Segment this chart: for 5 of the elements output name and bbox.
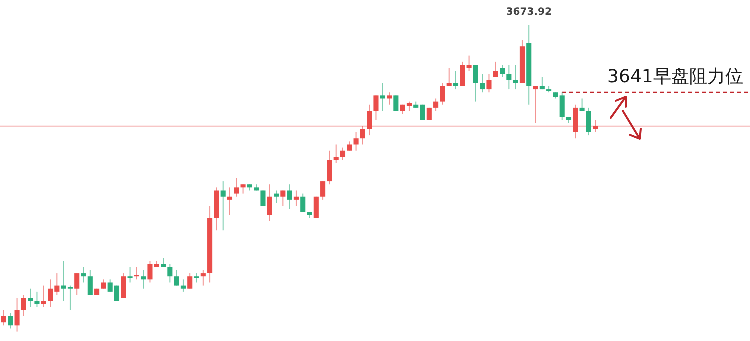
- candlestick: [314, 196, 319, 219]
- ref-line-label: 3641早盘阻力位: [608, 66, 744, 88]
- candlestick: [394, 95, 399, 112]
- annotation: 3673.92: [506, 7, 552, 18]
- candlestick: [260, 190, 266, 207]
